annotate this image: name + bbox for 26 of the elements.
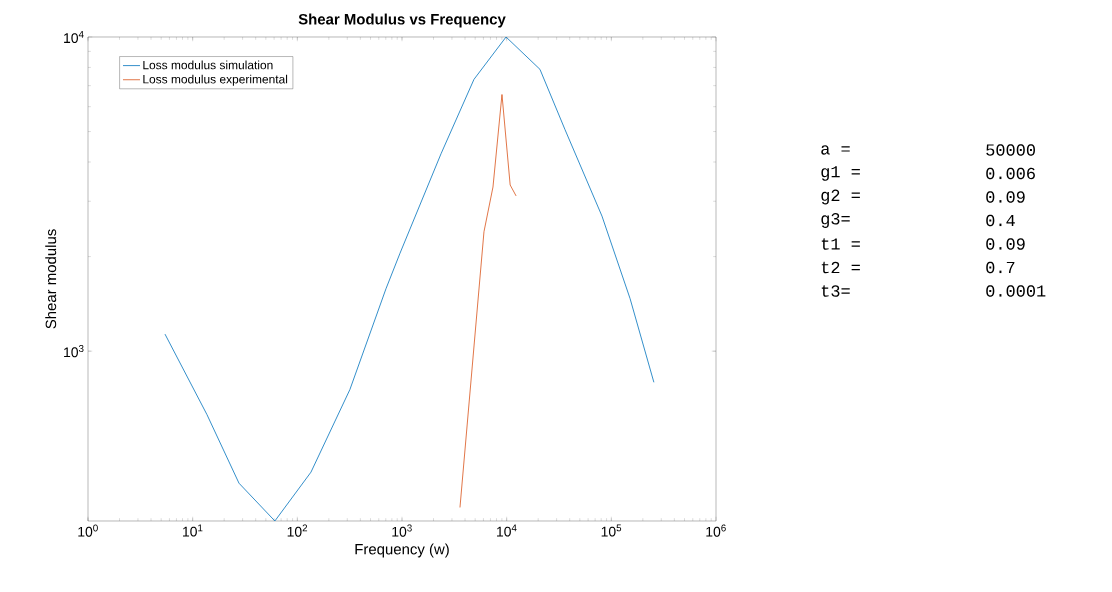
x-tick-label: 10$^{6}$: [706, 524, 726, 537]
text: 0.09: [986, 238, 1025, 250]
text: g3=: [821, 213, 850, 228]
text: t1 =: [821, 238, 860, 250]
x-tick-label: 10$^{1}$: [183, 524, 203, 537]
text: 0.0001: [986, 285, 1046, 297]
legend-label: Loss modulus simulation: [143, 60, 273, 70]
text: t2 =: [821, 261, 860, 274]
chart-title: Shear Modulus vs Frequency: [298, 13, 506, 28]
x-tick-label: 10$^{2}$: [287, 524, 308, 537]
y-axis-title: Shear modulus: [45, 229, 57, 329]
legend-label: Loss modulus experimental: [143, 74, 288, 86]
x-axis-title: Frequency (w): [355, 543, 449, 558]
x-tick-label: 10$^{3}$: [392, 524, 412, 537]
text: 0.7: [986, 261, 1015, 274]
text: 0.4: [986, 214, 1015, 227]
text: a =: [821, 145, 850, 155]
text: g2 =: [821, 189, 860, 205]
text: t3=: [821, 285, 850, 297]
text: 50000: [986, 144, 1035, 156]
x-tick-label: 10$^{5}$: [601, 524, 622, 537]
text: 0.09: [986, 191, 1025, 203]
text: 0.006: [986, 167, 1035, 180]
x-tick-label: 10$^{0}$: [78, 524, 98, 537]
x-tick-label: 10$^{4}$: [497, 524, 517, 537]
text: g1 =: [821, 166, 860, 181]
